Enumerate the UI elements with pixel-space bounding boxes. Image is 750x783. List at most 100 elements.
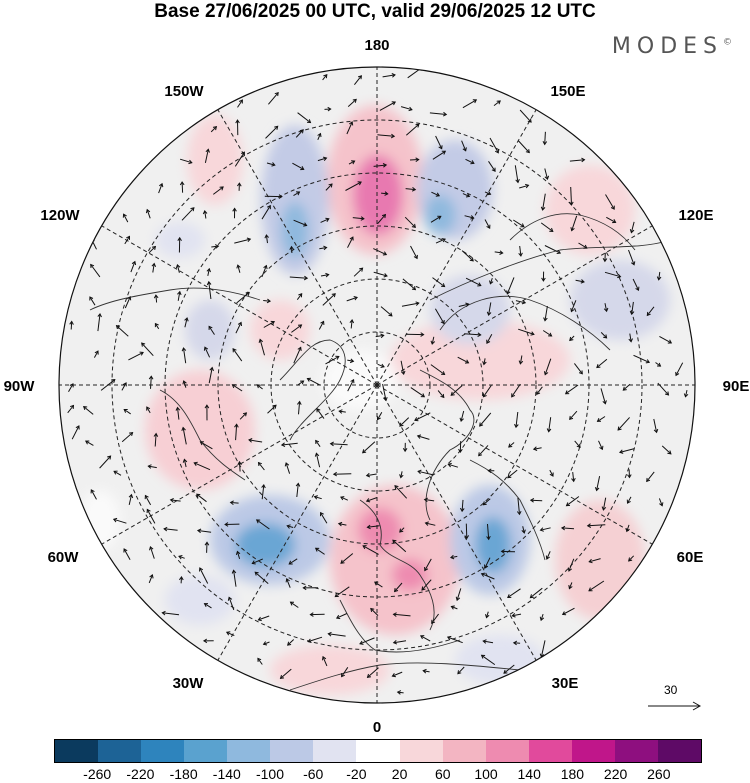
wind-vector (248, 439, 263, 443)
colorbar-segment (270, 740, 314, 762)
wind-vector (100, 379, 116, 391)
wind-vector (533, 447, 542, 450)
wind-vector (381, 192, 388, 195)
wind-vector-head (141, 342, 146, 347)
wind-vector (182, 427, 187, 445)
wind-vector (146, 406, 151, 414)
wind-vector-head (332, 471, 338, 477)
wind-vector-head (411, 223, 416, 228)
wind-vector-head (196, 528, 202, 534)
wind-vector-head (424, 521, 429, 526)
wind-vector (622, 383, 631, 391)
wind-vector (367, 667, 379, 678)
wind-vector (487, 523, 490, 540)
wind-vector (148, 246, 156, 254)
wind-vector (628, 555, 635, 562)
wind-vector (570, 186, 572, 205)
wind-vector-head (470, 215, 475, 220)
wind-vector (208, 281, 212, 300)
wind-vector (261, 265, 267, 278)
wind-vector-head (322, 156, 328, 162)
wind-vector-head (182, 380, 187, 385)
wind-vector (318, 321, 325, 330)
wind-vector-head (313, 495, 318, 500)
wind-vector (658, 271, 661, 280)
wind-vector-head (646, 477, 651, 483)
wind-vector (164, 528, 178, 531)
wind-vector (484, 557, 491, 569)
wind-vector (307, 636, 323, 643)
wind-vector (575, 279, 585, 283)
wind-vector (266, 162, 275, 166)
wind-vector (382, 383, 387, 401)
wind-vector-head (338, 409, 343, 414)
wind-vector (347, 379, 355, 392)
wind-vector-head (366, 524, 371, 530)
wind-vector (234, 151, 245, 167)
wind-vector-head (331, 293, 336, 298)
wind-vector (447, 636, 463, 644)
wind-vector (432, 150, 446, 160)
wind-vector (508, 442, 515, 448)
wind-vector-head (565, 502, 571, 507)
wind-vector (565, 384, 579, 395)
wind-vector (659, 335, 672, 344)
wind-vector-head (349, 236, 354, 241)
colorbar-segment (356, 740, 400, 762)
wind-vector (85, 440, 94, 446)
wind-vector (341, 667, 349, 677)
wind-vector (494, 251, 503, 254)
colorbar-segment (571, 740, 615, 762)
wind-vector (71, 425, 80, 440)
wind-vector (296, 293, 303, 300)
wind-vector-head (564, 390, 570, 395)
wind-vector (488, 161, 496, 172)
wind-vector (417, 435, 430, 440)
wind-vector-head (349, 358, 355, 364)
wind-vector-head (617, 426, 622, 431)
wind-vector-head (257, 616, 262, 622)
brand-name: MODES (611, 34, 723, 59)
wind-vector (479, 412, 492, 427)
polar-map: 180 150E 120E 90E 60E 30E 0 30W 60W 90W … (4, 37, 750, 735)
wind-vector (596, 475, 601, 491)
wind-vector (435, 135, 443, 149)
wind-vector-head (349, 121, 354, 126)
wind-vector-head (316, 408, 321, 413)
wind-vector (462, 193, 470, 197)
wind-vector-head (664, 391, 670, 396)
wind-vector (478, 445, 489, 457)
wind-vector (286, 578, 291, 588)
wind-vector (503, 664, 515, 674)
colorbar-tick-label: -60 (303, 766, 324, 782)
wind-vector-head (521, 299, 527, 305)
wind-vector-head (392, 539, 397, 544)
wind-vector-head (646, 311, 651, 317)
wind-vector-head (470, 160, 475, 165)
wind-vector (177, 291, 181, 301)
wind-vector (181, 207, 195, 221)
wind-vector-head (420, 332, 425, 337)
wind-vector-head (446, 635, 452, 641)
wind-vector (400, 360, 405, 375)
wind-vector (124, 236, 130, 245)
wind-vector-head (549, 227, 554, 232)
wind-vector-head (341, 673, 346, 678)
wind-vector-head (440, 319, 445, 325)
wind-vector-head (90, 489, 95, 494)
colorbar-segment (442, 740, 486, 762)
wind-vector (519, 245, 522, 257)
reference-vector-label: 30 (664, 683, 678, 697)
wind-vector (280, 668, 292, 679)
colorbar-tick-label: -180 (169, 766, 198, 782)
wind-vector-head (246, 237, 252, 243)
wind-vector-head (177, 236, 182, 242)
wind-vector-head (402, 447, 408, 453)
wind-vector (347, 236, 354, 248)
wind-vector (653, 418, 658, 433)
wind-vector (281, 442, 298, 446)
wind-vector-head (515, 178, 520, 184)
wind-vector (587, 524, 606, 527)
wind-vector (123, 548, 131, 560)
wind-vector (482, 498, 491, 506)
